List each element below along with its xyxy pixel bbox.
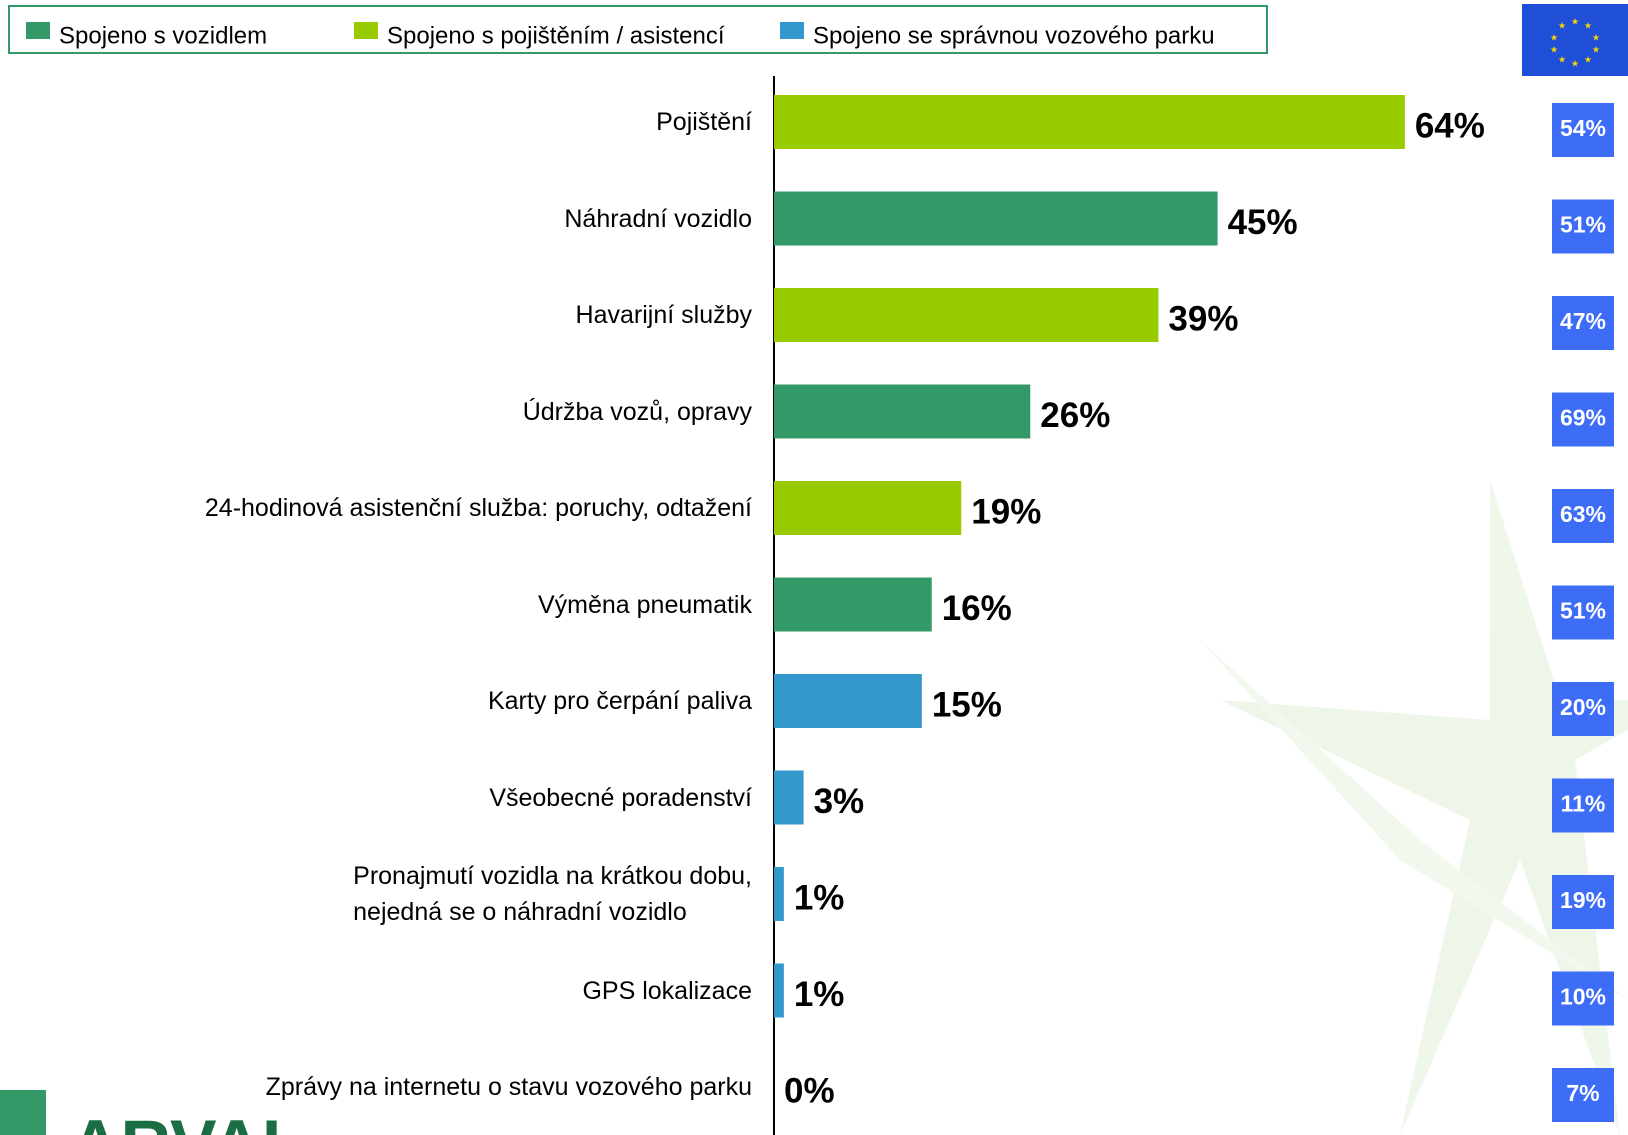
- category-label: Zprávy na internetu o stavu vozového par…: [265, 1073, 752, 1101]
- value-label: 16%: [942, 589, 1012, 628]
- svg-text:★: ★: [1584, 20, 1592, 30]
- svg-text:★: ★: [1592, 44, 1600, 54]
- value-label: 26%: [1040, 396, 1110, 435]
- legend-label: Spojeno se správnou vozového parku: [813, 22, 1215, 49]
- comparison-box: [1552, 296, 1614, 350]
- comparison-label: 47%: [1560, 308, 1606, 334]
- svg-text:★: ★: [1558, 54, 1566, 64]
- category-label: Pojištění: [656, 108, 752, 136]
- category-label: Havarijní služby: [575, 301, 752, 329]
- comparison-label: 19%: [1560, 887, 1606, 913]
- category-label: Všeobecné poradenství: [489, 783, 752, 812]
- comparison-box: [1552, 971, 1614, 1026]
- value-label: 0%: [784, 1071, 835, 1110]
- logo: ARVAL: [70, 1105, 305, 1135]
- comparison-box: [1552, 489, 1614, 543]
- legend-box: [8, 5, 1268, 54]
- comparison-label: 20%: [1560, 694, 1606, 720]
- bar: [774, 481, 962, 535]
- category-label: Výměna pneumatik: [537, 590, 752, 619]
- value-label: 3%: [814, 782, 865, 821]
- legend-swatch: [354, 22, 378, 39]
- bar: [774, 577, 932, 632]
- category-label: Pronajmutí vozidla na krátkou dobu, neje…: [353, 861, 752, 926]
- value-label: 39%: [1168, 299, 1238, 338]
- category-label: Údržba vozů, opravy: [522, 397, 752, 426]
- value-label: 64%: [1415, 106, 1485, 145]
- comparison-label: 51%: [1560, 598, 1606, 624]
- svg-text:★: ★: [1571, 16, 1579, 26]
- svg-text:★: ★: [1592, 32, 1600, 42]
- value-label: 1%: [794, 878, 845, 917]
- comparison-box: [1552, 585, 1614, 640]
- value-label: 1%: [794, 975, 845, 1014]
- comparison-box: [1552, 778, 1614, 833]
- comparison-box: [1552, 682, 1614, 736]
- legend-label: Spojeno s pojištěním / asistencí: [387, 22, 725, 49]
- svg-text:★: ★: [1571, 58, 1579, 68]
- value-label: 15%: [932, 685, 1002, 724]
- comparison-box: [1552, 103, 1614, 157]
- comparison-label: 7%: [1566, 1080, 1599, 1106]
- comparison-label: 11%: [1561, 791, 1606, 817]
- category-label: 24-hodinová asistenční služba: poruchy, …: [204, 494, 752, 522]
- svg-text:★: ★: [1550, 44, 1558, 54]
- legend-label: Spojeno s vozidlem: [59, 22, 267, 49]
- value-label: 19%: [971, 492, 1041, 531]
- svg-text:★: ★: [1584, 54, 1592, 64]
- legend-swatch: [780, 22, 804, 39]
- comparison-label: 51%: [1560, 212, 1606, 238]
- comparison-label: 69%: [1560, 405, 1606, 431]
- bar: [774, 95, 1405, 149]
- comparison-box: [1552, 1068, 1614, 1122]
- comparison-box: [1552, 392, 1614, 447]
- svg-text:★: ★: [1558, 20, 1566, 30]
- logo-mark: [0, 1090, 46, 1135]
- bar: [774, 384, 1031, 439]
- value-label: 45%: [1228, 203, 1298, 242]
- comparison-label: 63%: [1560, 501, 1606, 527]
- category-label: GPS lokalizace: [582, 976, 752, 1005]
- bar: [774, 963, 784, 1018]
- bar: [774, 674, 922, 728]
- bar: [774, 770, 804, 825]
- category-label: Náhradní vozidlo: [564, 204, 752, 233]
- bar: [774, 191, 1218, 246]
- category-label: Karty pro čerpání paliva: [487, 687, 752, 715]
- comparison-box: [1552, 199, 1614, 254]
- comparison-box: [1552, 875, 1614, 929]
- background-compass: [1200, 480, 1628, 1135]
- eu-flag: ★ ★★★★★★★★★: [1522, 4, 1628, 76]
- comparison-label: 10%: [1560, 984, 1606, 1010]
- bar: [774, 867, 784, 921]
- comparison-label: 54%: [1560, 115, 1606, 141]
- bar: [774, 288, 1159, 342]
- svg-text:★: ★: [1550, 32, 1558, 42]
- legend-swatch: [26, 22, 50, 39]
